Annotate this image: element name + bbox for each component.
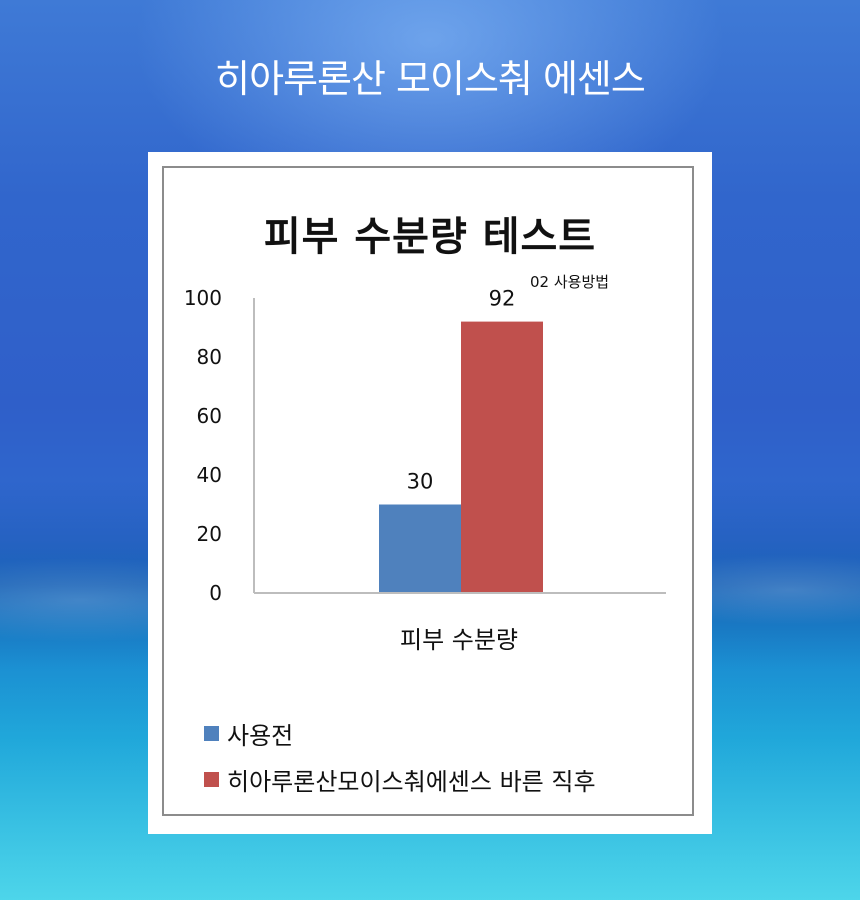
- y-tick-label: 20: [197, 522, 222, 546]
- legend-item-after: 히아루론산모이스춰에센스 바른 직후: [204, 764, 596, 796]
- legend-swatch-before: [204, 725, 219, 741]
- chart-title: 피부 수분량 테스트: [263, 214, 597, 260]
- bar-data-labels: 30 92: [407, 287, 516, 494]
- y-tick-label: 100: [184, 286, 222, 310]
- x-axis-ticks: 피부 수분량: [400, 626, 518, 654]
- y-tick-label: 60: [197, 404, 222, 428]
- page-headline: 히아루론산 모이스춰 에센스: [215, 57, 646, 101]
- chart-card: 피부 수분량 테스트 02 사용방법 0 20 40 60 80 100 30 92 피부 …: [148, 152, 712, 834]
- legend-label-before: 사용전: [227, 721, 294, 750]
- y-tick-label: 80: [197, 345, 222, 369]
- legend-label-after: 히아루론산모이스춰에센스 바른 직후: [227, 767, 596, 796]
- bar-data-label: 30: [407, 470, 434, 494]
- bar-chart: 0 20 40 60 80 100 30 92 피부 수분량: [184, 286, 666, 654]
- chart-legend: 사용전 히아루론산모이스춰에센스 바른 직후: [204, 718, 596, 810]
- bar-after: [461, 321, 543, 593]
- legend-swatch-after: [204, 771, 219, 787]
- legend-item-before: 사용전: [204, 718, 596, 750]
- chart-frame: [162, 166, 694, 816]
- section-overlay-label: 02 사용방법: [530, 273, 610, 291]
- y-axis-ticks: 0 20 40 60 80 100: [184, 286, 222, 605]
- x-tick-label: 피부 수분량: [400, 626, 518, 654]
- bar-data-label: 92: [489, 287, 516, 311]
- y-tick-label: 40: [197, 463, 222, 487]
- y-tick-label: 0: [209, 581, 222, 605]
- bar-before: [379, 504, 461, 593]
- bars: [379, 321, 543, 593]
